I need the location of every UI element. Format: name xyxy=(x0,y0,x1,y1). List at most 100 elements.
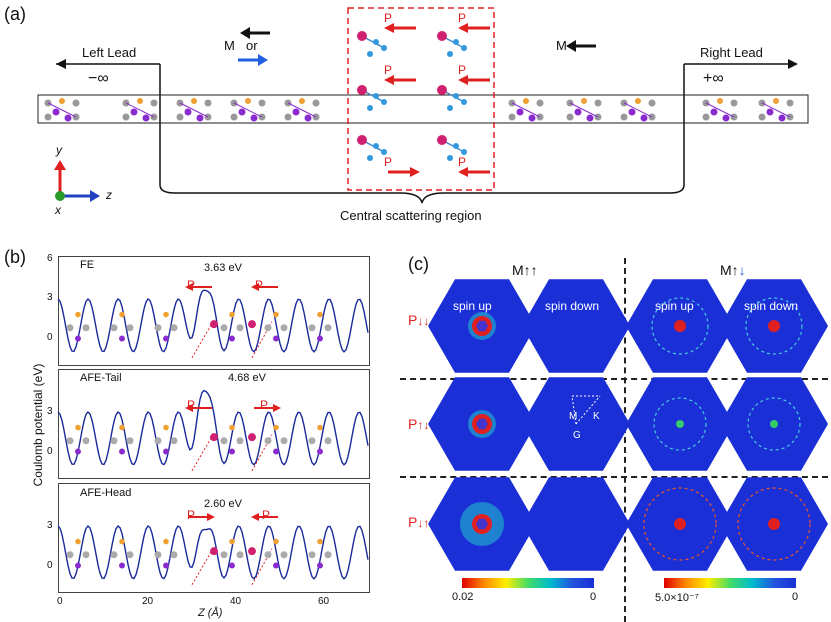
panel-c-label: (c) xyxy=(408,254,429,274)
bz-hexagon xyxy=(522,477,630,571)
b-p-2: P xyxy=(255,278,264,292)
b-atom xyxy=(229,335,235,342)
bz-core xyxy=(768,518,780,530)
b-atom xyxy=(82,437,90,445)
c-p-text: P xyxy=(408,312,418,328)
lead-atom xyxy=(628,108,636,116)
axis-y-label: y xyxy=(56,143,62,157)
m-label-left: M xyxy=(224,38,235,53)
b-barrier-fe: 3.63 eV xyxy=(204,262,242,274)
lead-atom xyxy=(758,113,766,121)
b-atom xyxy=(229,424,235,431)
lead-atoms xyxy=(44,98,794,122)
b-ytick: 0 xyxy=(47,446,53,457)
lead-bond xyxy=(179,102,209,118)
mol-atom xyxy=(453,93,459,99)
b-atom xyxy=(280,324,288,332)
mol-atom-se xyxy=(357,31,367,41)
c-spin-down-2: spin down xyxy=(744,299,799,313)
lead-bond xyxy=(125,102,155,118)
c-divider-1 xyxy=(400,378,828,380)
cbar1-min: 0.02 xyxy=(452,591,474,603)
b-p-1: P xyxy=(187,278,196,292)
c-m-anti: M↑↓ xyxy=(720,262,746,278)
mol-atom-se xyxy=(357,85,367,95)
lead-atom xyxy=(523,98,529,104)
lead-atom xyxy=(44,113,52,121)
b-name-tail: AFE-Tail xyxy=(80,372,122,384)
lead-atom xyxy=(586,114,594,122)
c-m-parallel-text: M xyxy=(512,262,524,278)
mol-atom xyxy=(373,39,379,45)
lead-atom xyxy=(59,98,65,104)
central-region-label: Central scattering region xyxy=(340,208,482,223)
lead-atom xyxy=(176,113,184,121)
left-lead-label: Left Lead xyxy=(82,45,137,60)
p-arrow-head xyxy=(458,167,468,177)
b-mol-atom xyxy=(210,320,218,329)
mol-atom xyxy=(381,45,387,51)
b-atom xyxy=(280,551,288,559)
b-xtick: 60 xyxy=(318,596,330,607)
lead-atom xyxy=(528,114,536,122)
lead-atom xyxy=(648,99,656,107)
bz-ring xyxy=(737,487,811,561)
cbar2-min: 5.0×10⁻⁷ xyxy=(655,592,699,604)
p-label-6: P xyxy=(458,155,467,169)
mol-atom xyxy=(447,105,453,111)
b-p-5: P xyxy=(187,508,196,522)
mol-atom xyxy=(381,99,387,105)
b-ytick: 3 xyxy=(47,292,53,303)
b-atom xyxy=(75,562,81,569)
mol-atom xyxy=(373,143,379,149)
c-divider-2 xyxy=(400,476,828,478)
b-atom xyxy=(273,538,279,545)
b-atom xyxy=(324,551,332,559)
b-atom xyxy=(170,324,178,332)
b-p-arrow-head xyxy=(251,513,259,521)
p-label-2: P xyxy=(458,11,467,25)
b-atom xyxy=(126,551,134,559)
b-atom xyxy=(170,551,178,559)
b-atom xyxy=(264,437,272,445)
field-line xyxy=(191,321,214,359)
b-atom xyxy=(163,424,169,431)
lead-atom xyxy=(230,113,238,121)
b-p-arrow-head xyxy=(251,283,259,291)
lead-atom xyxy=(150,99,158,107)
b-mol-atom xyxy=(210,547,218,556)
b-atom xyxy=(264,324,272,332)
bz-k-label: K xyxy=(593,411,600,422)
lead-bond xyxy=(47,102,77,118)
c-spin-down-1: spin down xyxy=(545,299,600,313)
bz-ring xyxy=(745,297,803,355)
mol-atom-se xyxy=(437,31,447,41)
b-p-arrow-head xyxy=(185,404,193,412)
axis-z-label: z xyxy=(106,188,112,202)
b-atom xyxy=(317,335,323,342)
b-p-arrow-head xyxy=(207,513,215,521)
bz-core xyxy=(676,420,684,428)
lead-bond xyxy=(705,102,735,118)
bz-ring xyxy=(651,297,709,355)
b-atom xyxy=(264,551,272,559)
lead-atom xyxy=(574,108,582,116)
b-barrier-tail: 4.68 eV xyxy=(228,372,266,384)
b-p-3: P xyxy=(187,398,196,412)
lead-atom xyxy=(52,108,60,116)
down-down-arrows-icon: ↓↓ xyxy=(417,314,430,328)
lead-atom xyxy=(196,114,204,122)
c-p-row3: P↓↑ xyxy=(408,514,429,530)
up-arrow-icon: ↑ xyxy=(731,262,739,278)
plus-infinity: +∞ xyxy=(703,70,724,87)
p-label-3: P xyxy=(384,63,393,77)
p-label-5: P xyxy=(384,155,393,169)
p-label-1: P xyxy=(384,11,393,25)
down-up-arrows-icon: ↓↑ xyxy=(417,516,430,530)
b-atom xyxy=(170,437,178,445)
lead-atom xyxy=(640,114,648,122)
b-atom xyxy=(75,448,81,455)
m-label-right: M xyxy=(556,38,567,53)
lead-atom xyxy=(122,113,130,121)
b-atom xyxy=(154,551,162,559)
